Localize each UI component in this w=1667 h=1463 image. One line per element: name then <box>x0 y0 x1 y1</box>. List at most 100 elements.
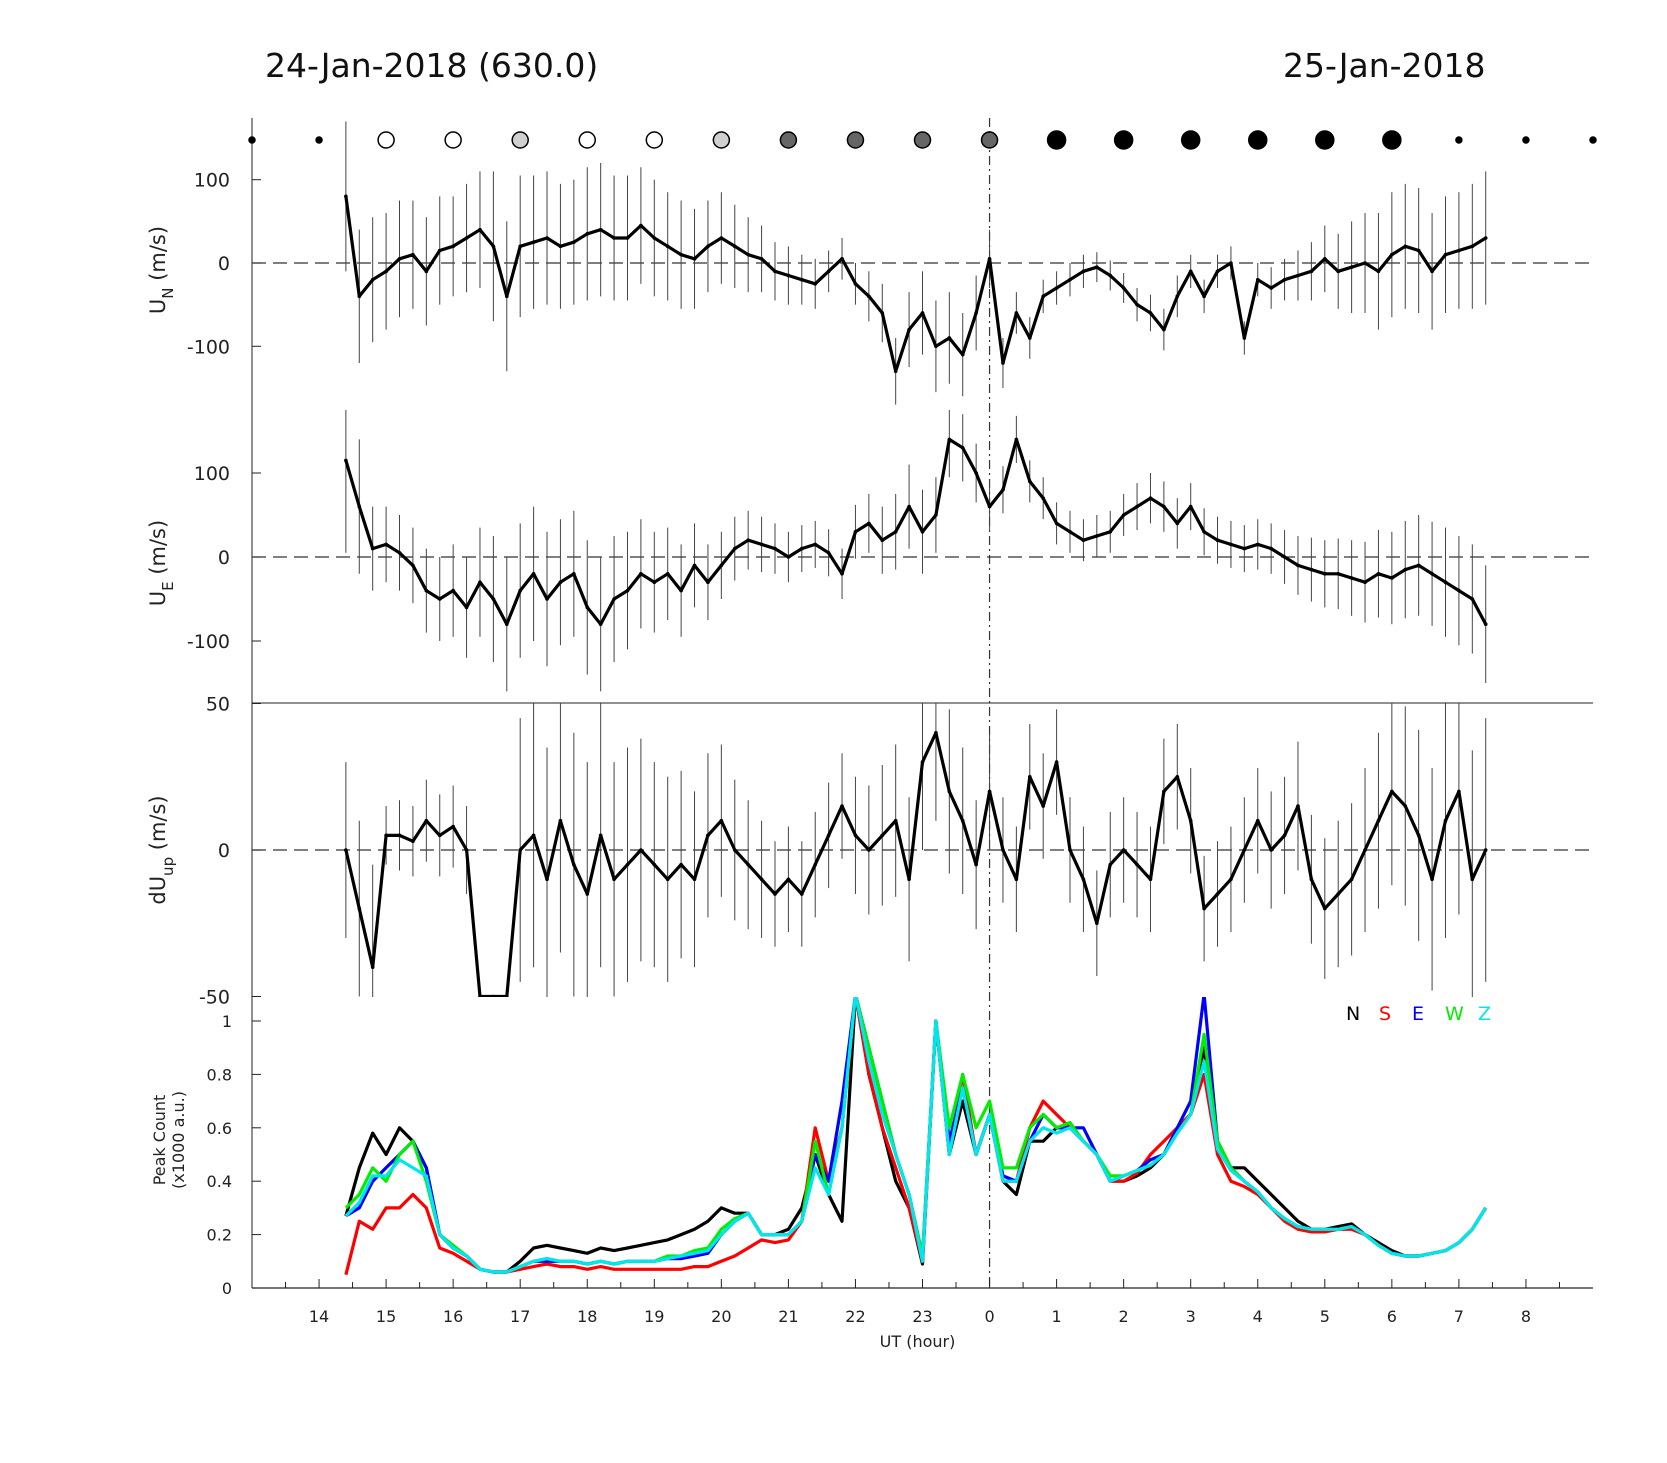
data-point <box>692 257 697 261</box>
data-point <box>1175 774 1180 779</box>
moon-phase-marker <box>1455 136 1463 144</box>
x-tick-label: 21 <box>778 1307 798 1326</box>
data-point <box>531 572 536 576</box>
data-point <box>1081 269 1086 274</box>
data-point <box>1296 273 1300 278</box>
data-point <box>679 588 683 593</box>
data-point <box>1443 580 1448 584</box>
data-point <box>1255 818 1260 823</box>
data-point <box>598 833 603 838</box>
wind-line <box>344 196 1487 373</box>
data-point <box>464 605 469 610</box>
data-point <box>1175 521 1180 526</box>
data-point <box>893 530 898 534</box>
data-point <box>826 269 831 274</box>
data-point <box>1376 572 1381 576</box>
data-point <box>665 244 670 249</box>
y-tick-label: 0.4 <box>207 1172 232 1191</box>
x-tick-label: 19 <box>644 1307 664 1326</box>
x-tick-label: 4 <box>1253 1307 1263 1326</box>
y-tick-label: 0.8 <box>207 1065 232 1084</box>
data-point <box>665 877 670 882</box>
data-point <box>1403 567 1408 572</box>
data-point <box>826 833 831 838</box>
y-axis-label: Peak Count(x1000 a.u.) <box>150 1091 188 1189</box>
x-tick-label: 7 <box>1454 1307 1464 1326</box>
data-point <box>491 597 496 601</box>
moon-phase-marker <box>377 131 395 149</box>
data-point <box>880 833 885 838</box>
data-point <box>746 252 750 257</box>
data-point <box>1323 906 1327 911</box>
data-point <box>1483 236 1488 240</box>
data-point <box>518 588 522 593</box>
wind-line <box>344 731 1488 997</box>
data-point <box>1229 877 1233 882</box>
data-point <box>960 818 965 823</box>
y-tick-label: 0.6 <box>207 1119 232 1138</box>
data-point <box>1416 563 1421 568</box>
data-point <box>1081 877 1086 882</box>
data-point <box>947 336 952 340</box>
data-point <box>1376 818 1381 823</box>
data-point <box>1202 294 1206 299</box>
data-point <box>411 839 415 844</box>
data-point <box>1162 327 1166 332</box>
data-point <box>759 877 764 882</box>
data-point <box>424 588 429 593</box>
panel-3: -50 0 50 dUup (m/s) <box>146 694 1593 1009</box>
data-point <box>692 877 697 882</box>
data-point <box>1390 252 1394 257</box>
data-point <box>397 833 402 838</box>
data-point <box>1135 504 1139 509</box>
data-point <box>639 572 643 576</box>
data-point <box>1121 848 1126 852</box>
data-point <box>1269 848 1273 852</box>
legend-entry-Z: Z <box>1478 1003 1491 1025</box>
data-point <box>1309 877 1314 882</box>
data-point <box>826 551 831 555</box>
moon-phase-marker <box>1180 130 1201 150</box>
data-point <box>1215 538 1220 542</box>
series-group <box>344 410 1488 692</box>
data-point <box>598 622 603 626</box>
data-point <box>370 277 375 282</box>
data-point <box>746 862 750 867</box>
data-point <box>1081 538 1086 542</box>
left-date-title: 24-Jan-2018 (630.0) <box>265 46 599 85</box>
y-axis-label: UE (m/s) <box>146 520 177 606</box>
data-point <box>639 848 643 852</box>
data-point <box>491 244 496 249</box>
data-point <box>786 555 791 559</box>
y-axis-label: UN (m/s) <box>146 226 177 314</box>
data-point <box>598 227 603 232</box>
data-point <box>1215 892 1220 896</box>
moon-phase-marker <box>1589 136 1597 144</box>
data-point <box>1148 311 1153 315</box>
data-point <box>960 446 965 450</box>
data-point <box>719 563 724 568</box>
data-point <box>1001 488 1005 492</box>
panel-1: -100 0 100 UN (m/s) <box>146 121 1593 405</box>
data-point <box>1349 265 1354 269</box>
data-point <box>1215 269 1220 274</box>
data-point <box>1255 277 1260 282</box>
data-point <box>1282 555 1287 559</box>
data-point <box>1041 804 1045 808</box>
data-point <box>1390 789 1394 794</box>
data-point <box>451 588 455 593</box>
data-point <box>531 833 536 838</box>
data-point <box>478 227 482 232</box>
data-point <box>1403 804 1408 808</box>
x-axis-label: UT (hour) <box>880 1332 956 1351</box>
data-point <box>504 622 509 626</box>
moon-phase-marker <box>712 131 731 149</box>
data-point <box>1202 906 1206 911</box>
y-tick-label: 0 <box>222 1279 232 1298</box>
data-point <box>813 862 818 867</box>
data-point <box>1014 877 1019 882</box>
y-tick-label: -100 <box>187 631 230 653</box>
data-point <box>840 804 844 808</box>
data-point <box>572 240 576 244</box>
